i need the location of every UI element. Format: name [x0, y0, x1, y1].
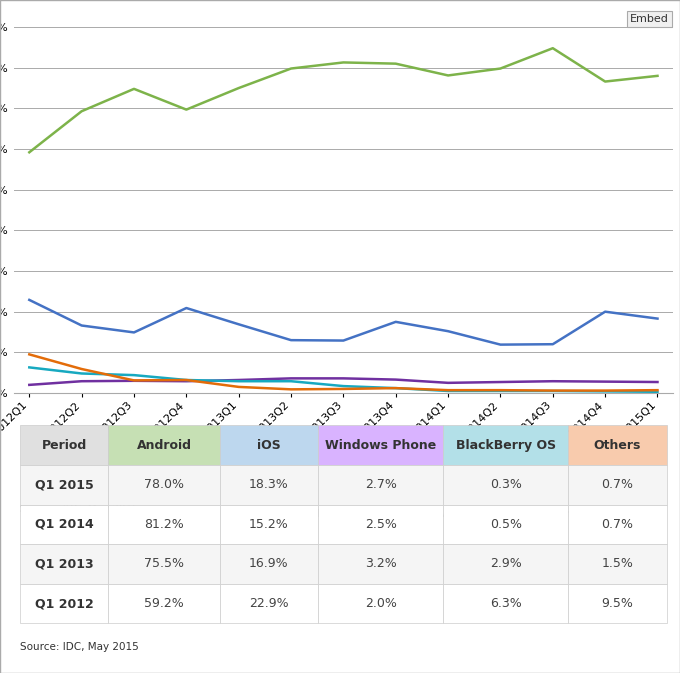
- Text: Source: IDC, May 2015: Source: IDC, May 2015: [20, 643, 139, 652]
- Legend: Android, iOS, Windows Phone, BlackBerry OS, Others: Android, iOS, Windows Phone, BlackBerry …: [251, 505, 668, 523]
- Text: Source: IDC, May 2015: Source: IDC, May 2015: [20, 504, 139, 514]
- Text: Embed: Embed: [630, 14, 669, 24]
